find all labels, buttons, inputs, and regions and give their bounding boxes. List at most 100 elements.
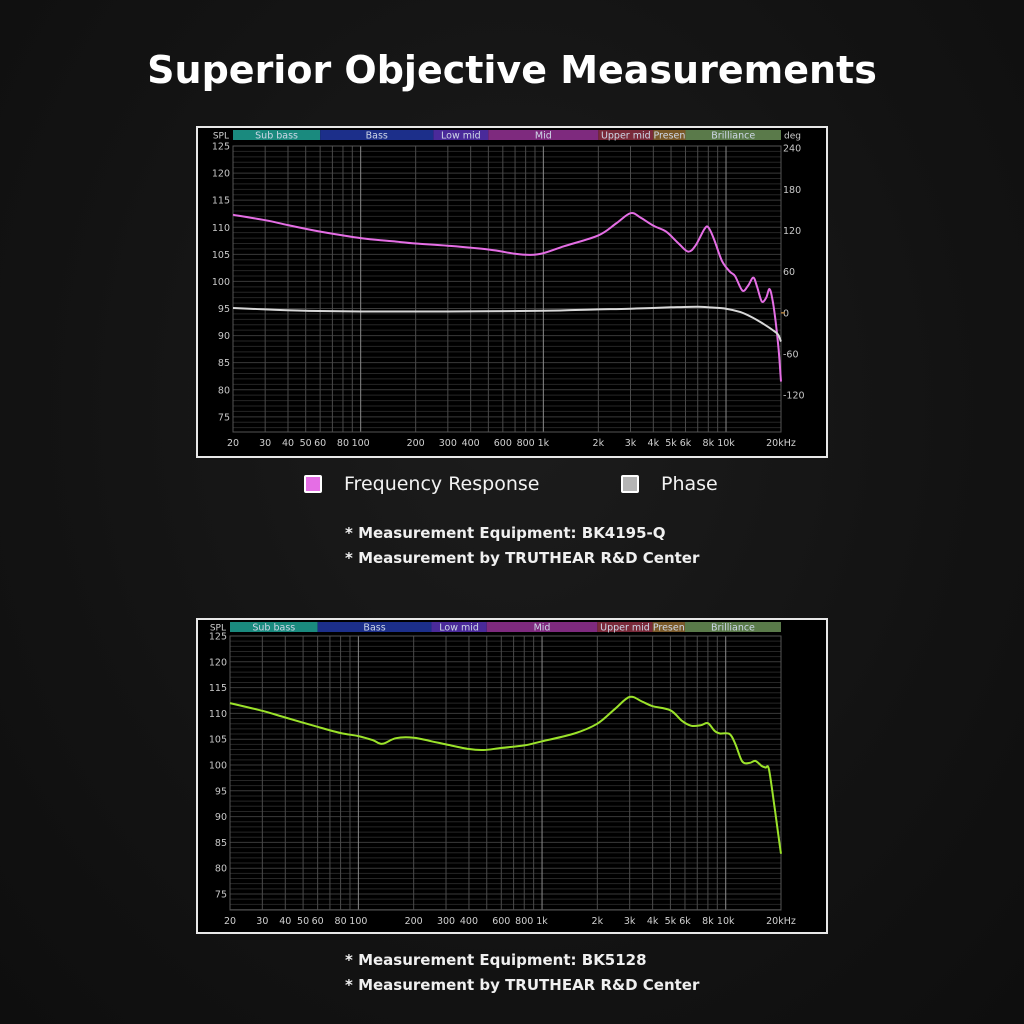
x-tick-label: 50 [297,916,309,927]
x-tick-label: 400 [460,916,478,927]
chart-legend: Frequency Response Phase [0,473,1024,499]
y-right-tick-label: 240 [783,144,801,155]
spl-axis-label: SPL [210,624,226,634]
y-right-tick-label: 0 [783,308,789,319]
band-label-text: Sub bass [252,623,295,634]
y-tick-label: 105 [209,735,227,746]
band-label [230,622,318,632]
band-label-text: Brilliance [711,623,755,634]
y-tick-label: 85 [215,838,227,849]
frequency-phase-chart: Sub bass Bass Low mid Mid Upper mid Presen Bri… [196,126,828,458]
y-tick-label: 90 [218,331,230,342]
x-tick-label: 100 [349,916,367,927]
x-tick-label: 80 [337,438,349,449]
x-tick-label: 8k [703,438,715,449]
page-title: Superior Objective Measurements [147,48,877,92]
phase-swatch-icon [621,475,639,493]
x-tick-label: 800 [517,438,535,449]
x-tick-label: 10k [717,438,735,449]
y-right-tick-label: -60 [783,350,799,361]
x-tick-label: 600 [494,438,512,449]
band-label-text: Bass [363,623,385,634]
band-label [431,622,487,632]
x-tick-label: 4k [647,916,659,927]
legend-item-phase: Phase [621,473,718,495]
frequency-response-curve [229,695,782,854]
y-tick-label: 75 [215,890,227,901]
x-tick-label: 20 [224,916,236,927]
y-tick-label: 100 [209,761,227,772]
x-tick-label: 6k [679,916,691,927]
x-tick-label: 2k [592,916,604,927]
y-tick-label: 120 [209,657,227,668]
x-tick-label: 200 [405,916,423,927]
x-tick-label: 60 [312,916,324,927]
x-tick-label: 200 [407,438,425,449]
band-label [320,130,434,140]
band-label-text: Bass [366,131,388,142]
legend-label: Frequency Response [344,473,540,495]
frequency-response-swatch-icon [304,475,322,493]
x-tick-label: 40 [282,438,294,449]
y-tick-label: 90 [215,812,227,823]
x-tick-label: 3k [625,438,637,449]
x-tick-label: 600 [492,916,510,927]
x-tick-label: 6k [680,438,692,449]
y-tick-label: 115 [212,196,230,207]
x-tick-label: 300 [437,916,455,927]
y-tick-label: 95 [215,786,227,797]
deg-axis-label: deg [784,132,801,142]
x-tick-label: 1k [538,438,550,449]
band-label-text: Low mid [439,623,479,634]
x-tick-label: 10k [717,916,735,927]
y-tick-label: 75 [218,412,230,423]
x-tick-label: 20 [227,438,239,449]
band-label [684,622,781,632]
y-right-tick-label: 120 [783,226,801,237]
lab-note: * Measurement by TRUTHEAR R&D Center [345,976,700,994]
x-tick-label: 5k [665,916,677,927]
y-tick-label: 80 [218,385,230,396]
band-label-text: Sub bass [255,131,298,142]
band-label [653,130,686,140]
band-label [685,130,781,140]
x-tick-label: 50 [300,438,312,449]
band-label-text: Upper mid [601,131,651,142]
band-label [652,622,685,632]
x-tick-label: 8k [702,916,714,927]
phase-curve [232,305,782,343]
x-tick-label: 100 [352,438,370,449]
x-tick-label: 40 [279,916,291,927]
y-tick-label: 105 [212,250,230,261]
x-tick-label: 60 [314,438,326,449]
band-label [433,130,489,140]
band-label-text: Presen [653,623,685,634]
band-label [233,130,321,140]
x-tick-label: 30 [259,438,271,449]
y-tick-label: 125 [212,142,230,153]
x-tick-label: 400 [462,438,480,449]
y-tick-label: 85 [218,358,230,369]
band-label-text: Upper mid [600,623,650,634]
x-tick-label: 800 [515,916,533,927]
x-tick-label: 4k [648,438,660,449]
lab-note: * Measurement by TRUTHEAR R&D Center [345,549,700,567]
band-label-text: Mid [534,623,551,634]
frequency-response-chart: Sub bass Bass Low mid Mid Upper mid Presen Bri… [196,618,828,934]
equipment-note: * Measurement Equipment: BK5128 [345,951,647,969]
frequency-response-plot: Sub bass Bass Low mid Mid Upper mid Presen Bri… [209,622,796,927]
y-tick-label: 80 [215,864,227,875]
y-tick-label: 95 [218,304,230,315]
x-tick-label: 2k [593,438,605,449]
x-tick-label: 1k [536,916,548,927]
band-label [597,622,653,632]
x-tick-label: 20kHz [766,916,796,927]
y-tick-label: 120 [212,169,230,180]
x-tick-label: 20kHz [766,438,796,449]
band-label [486,622,598,632]
equipment-note: * Measurement Equipment: BK4195-Q [345,524,666,542]
legend-label: Phase [661,473,718,495]
spl-axis-label: SPL [213,132,229,142]
band-label-text: Mid [535,131,552,142]
x-tick-label: 80 [335,916,347,927]
